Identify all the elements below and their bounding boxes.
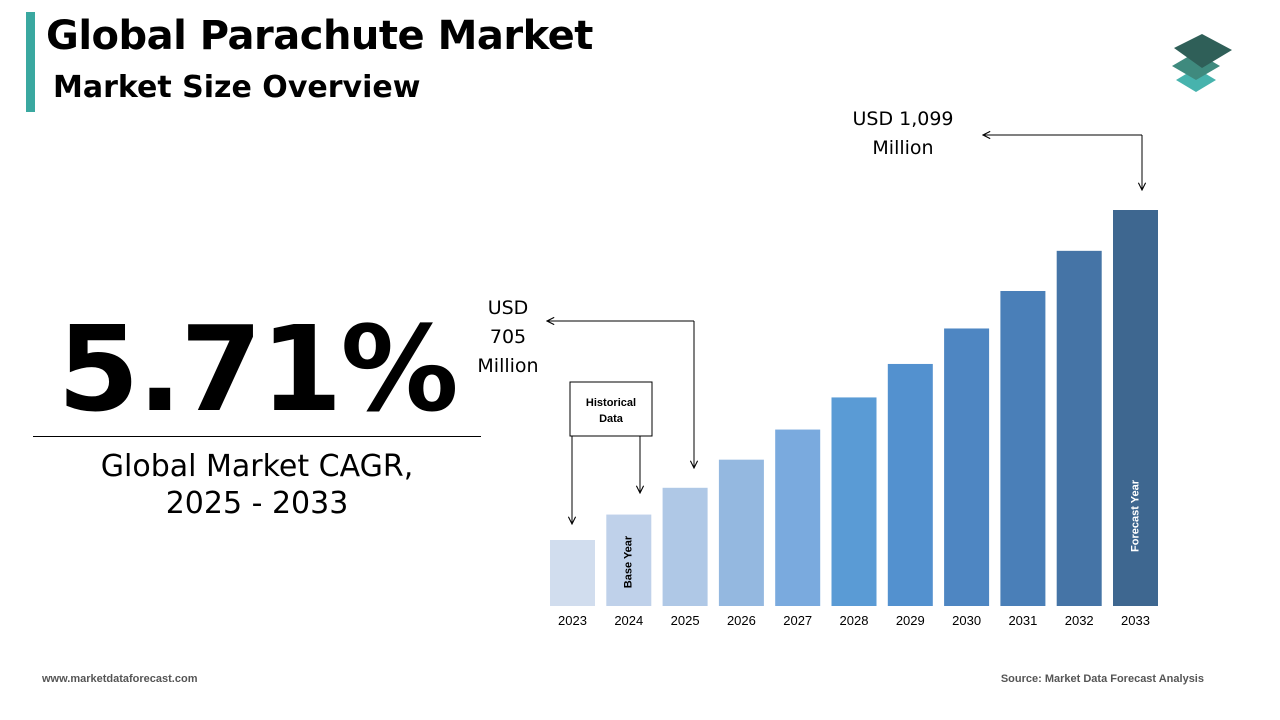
bar-2026 [718,459,764,606]
page-title: Global Parachute Market [46,13,593,59]
logo-layer-top [1174,34,1232,68]
x-tick-label-2023: 2023 [558,613,587,628]
layers-logo-icon [1172,34,1232,92]
cagr-label: Global Market CAGR, 2025 - 2033 [33,448,481,522]
historical-data-label-line1: Historical [586,397,636,409]
x-tick-label-2030: 2030 [952,613,981,628]
bar-2029 [887,363,933,606]
cagr-label-line1: Global Market CAGR, [100,449,414,484]
x-tick-label-2027: 2027 [783,613,812,628]
bar-2024 [606,514,652,606]
x-tick-label-2026: 2026 [727,613,756,628]
cagr-label-line2: 2025 - 2033 [165,486,349,521]
callout-2025-line1: USD [488,297,529,319]
bar-2027 [775,429,821,606]
x-tick-label-2025: 2025 [671,613,700,628]
x-tick-label-2032: 2032 [1065,613,1094,628]
bar-label-2024: Base Year [623,535,635,588]
bar-label-2033: Forecast Year [1129,479,1141,552]
bar-2028 [831,397,877,606]
x-tick-label-2031: 2031 [1008,613,1037,628]
bar-2033 [1113,210,1158,606]
accent-bar [26,12,35,112]
footer-source: Source: Market Data Forecast Analysis [1000,673,1204,685]
callout-2033-line2: Million [872,137,933,159]
x-tick-label-2028: 2028 [840,613,869,628]
cagr-divider [33,436,481,437]
bar-2030 [944,328,990,606]
footer-website[interactable]: www.marketdataforecast.com [42,673,198,685]
historical-data-box [569,381,653,437]
cagr-value: 5.71% [57,300,458,438]
historical-data-label-line2: Data [599,413,624,425]
bar-2023 [550,540,595,606]
bar-2025 [662,487,708,606]
x-tick-label-2033: 2033 [1121,613,1150,628]
x-tick-label-2024: 2024 [614,613,643,628]
bar-2031 [1000,290,1046,606]
bar-2032 [1056,250,1102,606]
callout-2025-line3: Million [477,355,538,377]
callout-2025-line2: 705 [490,326,526,348]
page-subtitle: Market Size Overview [53,70,421,105]
callout-2033-line1: USD 1,099 [852,108,953,130]
x-tick-label-2029: 2029 [896,613,925,628]
